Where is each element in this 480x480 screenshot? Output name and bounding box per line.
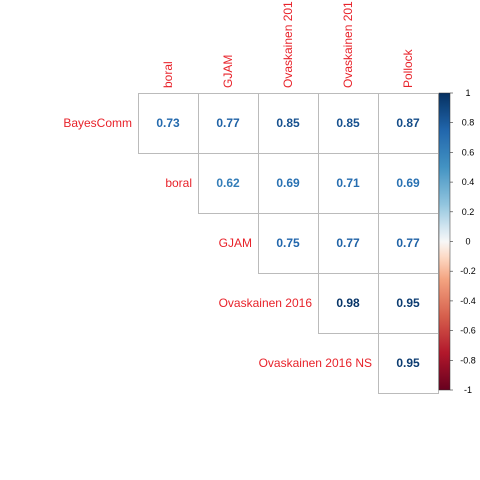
cell-value-label: 0.77: [396, 236, 420, 250]
cell-value-label: 0.71: [336, 176, 360, 190]
cell-value-label: 0.85: [276, 116, 300, 130]
cell-values: 0.73 0.77 0.85 0.85 0.87 0.62 0.69 0.71 0.69 0.75…: [156, 116, 420, 370]
row-label: boral: [165, 176, 192, 190]
row-label: Ovaskainen 2016 NS: [259, 356, 372, 370]
heatmap-cell: [378, 333, 439, 394]
cell-value-label: 0.85: [336, 116, 360, 130]
colorbar-tick-label: 0.6: [462, 147, 475, 157]
cell-value-label: 0.95: [396, 356, 420, 370]
row-labels: BayesComm boral GJAM Ovaskainen 2016 Ovaskai…: [63, 116, 372, 370]
column-label: Ovaskainen 201: [341, 1, 355, 88]
colorbar-tick-label: 0: [465, 237, 470, 247]
heatmap-cell: [378, 213, 439, 274]
colorbar-gradient: [438, 92, 451, 391]
heatmap-cell: [258, 93, 319, 154]
row-label: GJAM: [219, 236, 252, 250]
column-label: Ovaskainen 201: [281, 1, 295, 88]
row-label: Ovaskainen 2016: [219, 296, 313, 310]
cell-value-label: 0.87: [396, 116, 420, 130]
colorbar-tick-label: -0.2: [460, 266, 476, 276]
colorbar-tick-label: -1: [464, 385, 472, 395]
cell-value-label: 0.69: [276, 176, 300, 190]
column-label: boral: [161, 61, 175, 88]
row-label: BayesComm: [63, 116, 132, 130]
cell-value-label: 0.69: [396, 176, 420, 190]
colorbar-tick-label: 0.8: [462, 118, 475, 128]
heatmap-cell: [378, 273, 439, 334]
heatmap-cell: [318, 153, 379, 214]
heatmap-cell: [198, 153, 259, 214]
colorbar-tick-label: -0.8: [460, 355, 476, 365]
colorbar-tick-label: 0.2: [462, 207, 475, 217]
cell-value-label: 0.95: [396, 296, 420, 310]
column-labels: boral GJAM Ovaskainen 201 Ovaskainen 201 Pol…: [161, 1, 415, 88]
cell-value-label: 0.75: [276, 236, 300, 250]
cell-value-label: 0.73: [156, 116, 180, 130]
colorbar-tick-label: -0.6: [460, 326, 476, 336]
colorbar: 1 0.8 0.6 0.4 0.2 0 -0.2 -0.4 -0.6 -0.8 -1: [438, 88, 476, 395]
column-label: Pollock: [401, 48, 415, 88]
colorbar-tick-label: 1: [465, 88, 470, 98]
cell-value-label: 0.62: [216, 176, 240, 190]
colorbar-tick-label: 0.4: [462, 177, 475, 187]
colorbar-tick-label: -0.4: [460, 296, 476, 306]
heatmap-cell: [138, 93, 199, 154]
cell-value-label: 0.77: [216, 116, 240, 130]
heatmap-cell: [198, 93, 259, 154]
cell-value-label: 0.77: [336, 236, 360, 250]
heatmap-cell: [258, 213, 319, 274]
cell-grid: [138, 93, 439, 394]
cell-value-label: 0.98: [336, 296, 360, 310]
column-label: GJAM: [221, 55, 235, 88]
heatmap-cell: [318, 273, 379, 334]
